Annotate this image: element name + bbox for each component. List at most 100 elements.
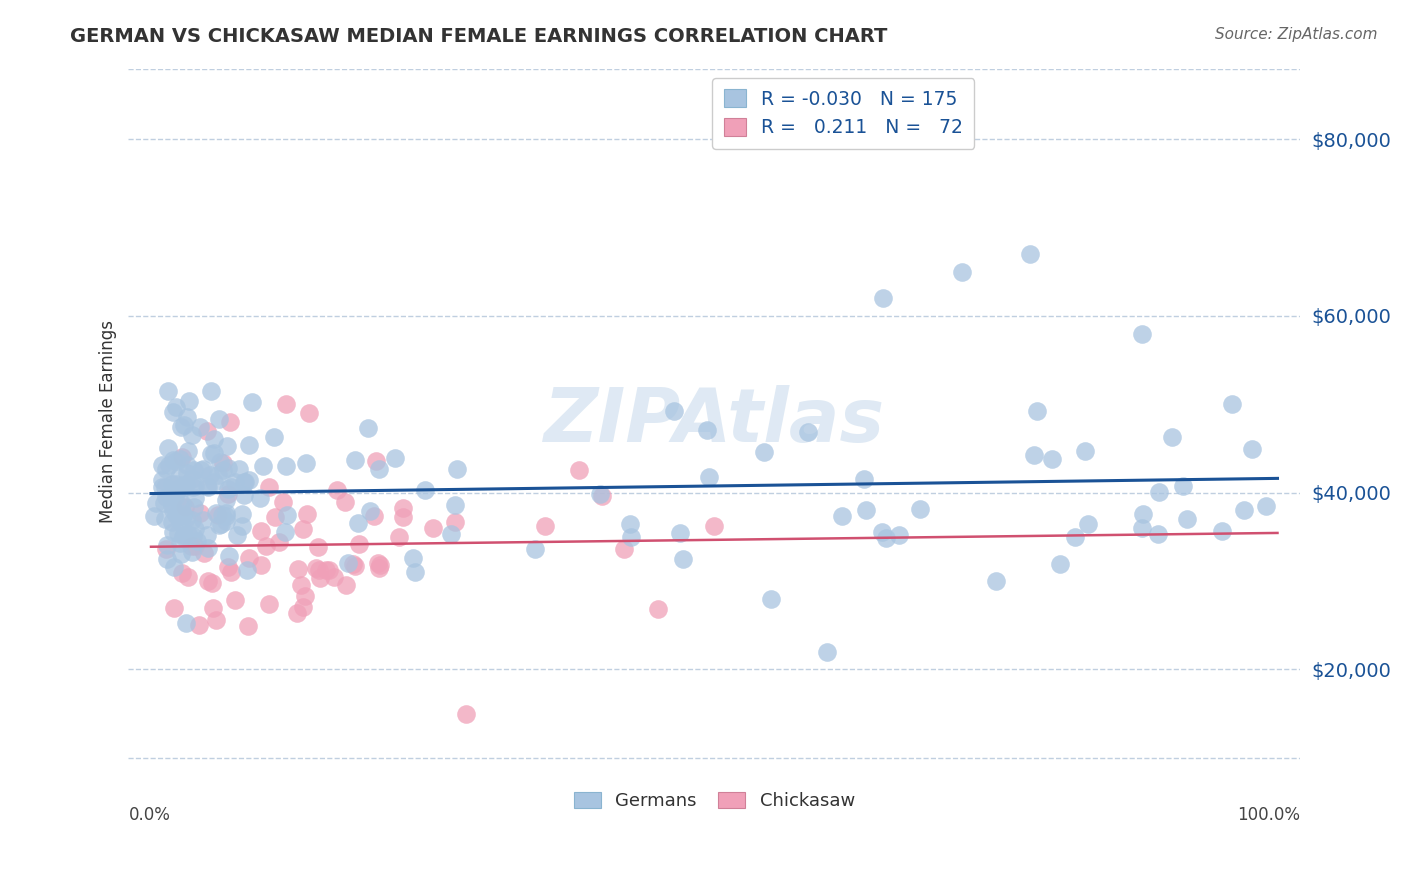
Point bbox=[703, 518, 725, 533]
Point bbox=[269, 535, 291, 549]
Point bbox=[1049, 557, 1071, 571]
Point bbox=[193, 545, 215, 559]
Point bbox=[177, 394, 200, 409]
Point bbox=[207, 468, 229, 483]
Point bbox=[231, 519, 253, 533]
Point bbox=[307, 540, 329, 554]
Point bbox=[257, 597, 280, 611]
Point bbox=[297, 507, 319, 521]
Point bbox=[217, 482, 239, 496]
Point bbox=[235, 475, 257, 490]
Point bbox=[177, 444, 200, 458]
Point bbox=[367, 560, 389, 574]
Point bbox=[342, 558, 364, 572]
Point bbox=[197, 541, 219, 555]
Point bbox=[184, 539, 207, 553]
Point bbox=[205, 613, 228, 627]
Point bbox=[359, 504, 381, 518]
Point bbox=[413, 483, 436, 497]
Point bbox=[174, 511, 197, 525]
Point bbox=[165, 490, 187, 504]
Point bbox=[796, 425, 818, 439]
Point bbox=[388, 530, 411, 544]
Point bbox=[534, 519, 557, 533]
Point bbox=[287, 606, 309, 620]
Point bbox=[169, 514, 191, 528]
Point bbox=[291, 522, 314, 536]
Point bbox=[290, 578, 312, 592]
Point bbox=[815, 645, 838, 659]
Point bbox=[180, 539, 202, 553]
Point bbox=[984, 574, 1007, 588]
Point bbox=[335, 578, 357, 592]
Point bbox=[212, 456, 235, 470]
Point bbox=[1147, 485, 1170, 500]
Point bbox=[619, 516, 641, 531]
Point bbox=[169, 452, 191, 467]
Text: 100.0%: 100.0% bbox=[1237, 806, 1301, 824]
Point bbox=[211, 508, 233, 522]
Point bbox=[238, 437, 260, 451]
Point bbox=[159, 488, 181, 502]
Point bbox=[165, 508, 187, 522]
Point bbox=[363, 508, 385, 523]
Point bbox=[201, 576, 224, 591]
Point bbox=[200, 467, 222, 482]
Point bbox=[228, 461, 250, 475]
Point bbox=[190, 506, 212, 520]
Point bbox=[752, 444, 775, 458]
Point bbox=[950, 265, 973, 279]
Point bbox=[347, 537, 370, 551]
Point bbox=[170, 450, 193, 464]
Point bbox=[613, 542, 636, 557]
Point bbox=[855, 503, 877, 517]
Point bbox=[336, 556, 359, 570]
Point bbox=[231, 507, 253, 521]
Point bbox=[197, 574, 219, 588]
Point bbox=[257, 481, 280, 495]
Point bbox=[165, 400, 187, 414]
Point bbox=[344, 558, 367, 573]
Point bbox=[155, 490, 177, 504]
Point bbox=[214, 509, 236, 524]
Point bbox=[176, 410, 198, 425]
Point bbox=[384, 450, 406, 465]
Point bbox=[347, 516, 370, 530]
Point bbox=[162, 405, 184, 419]
Point bbox=[1160, 430, 1182, 444]
Point bbox=[215, 492, 238, 507]
Point bbox=[202, 475, 225, 490]
Point bbox=[236, 618, 259, 632]
Point bbox=[208, 455, 231, 469]
Point bbox=[226, 528, 249, 542]
Point bbox=[1240, 442, 1263, 457]
Point bbox=[249, 491, 271, 505]
Point bbox=[183, 491, 205, 506]
Point bbox=[240, 394, 263, 409]
Point bbox=[197, 480, 219, 494]
Point bbox=[274, 458, 297, 473]
Point bbox=[263, 510, 285, 524]
Point bbox=[568, 463, 591, 477]
Point bbox=[218, 549, 240, 564]
Point bbox=[364, 454, 387, 468]
Point bbox=[672, 551, 695, 566]
Point bbox=[367, 556, 389, 570]
Point bbox=[169, 536, 191, 550]
Point bbox=[181, 545, 204, 559]
Point bbox=[155, 462, 177, 476]
Point bbox=[305, 561, 328, 575]
Point bbox=[221, 565, 243, 579]
Point bbox=[1022, 448, 1045, 462]
Point bbox=[224, 592, 246, 607]
Point bbox=[456, 706, 478, 721]
Point bbox=[1175, 512, 1198, 526]
Y-axis label: Median Female Earnings: Median Female Earnings bbox=[100, 320, 117, 524]
Point bbox=[254, 539, 277, 553]
Point bbox=[697, 470, 720, 484]
Point bbox=[309, 571, 332, 585]
Point bbox=[150, 473, 173, 487]
Point bbox=[287, 562, 309, 576]
Point bbox=[172, 528, 194, 542]
Point bbox=[191, 461, 214, 475]
